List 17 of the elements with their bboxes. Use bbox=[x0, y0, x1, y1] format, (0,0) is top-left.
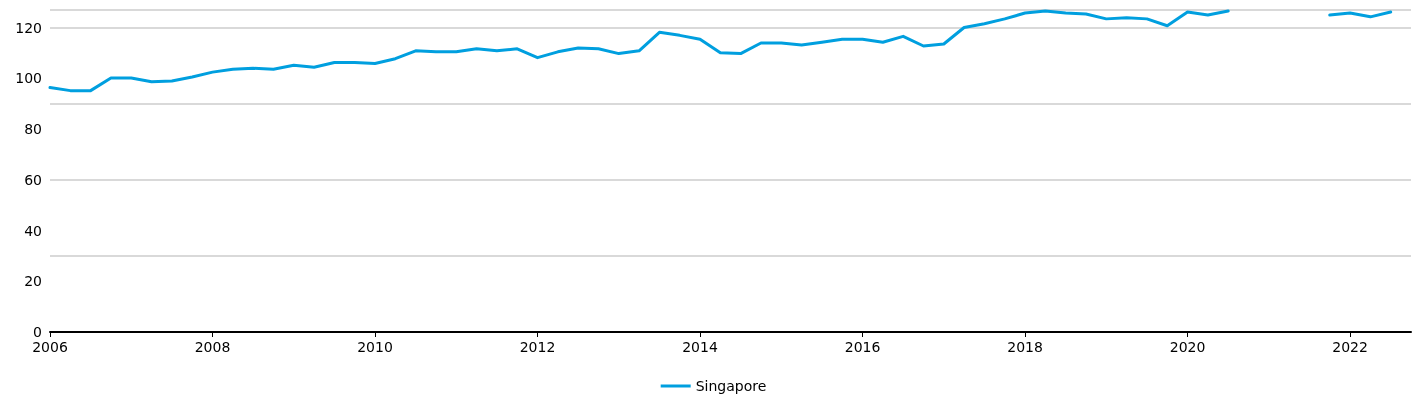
y-tick-label: 60 bbox=[24, 171, 42, 188]
x-tick-label: 2010 bbox=[357, 339, 393, 355]
y-tick-label: 100 bbox=[15, 70, 42, 87]
x-tick-label: 2020 bbox=[1169, 339, 1206, 355]
y-tick-label: 80 bbox=[24, 121, 42, 138]
x-tick-label: 2012 bbox=[519, 339, 556, 355]
x-tick-label: 2016 bbox=[844, 339, 881, 355]
x-tick-label: 2008 bbox=[194, 339, 231, 355]
x-tick-label: 2006 bbox=[32, 339, 68, 355]
x-tick-label: 2018 bbox=[1007, 339, 1043, 355]
y-tick-label: 40 bbox=[24, 222, 42, 239]
x-tick-label: 2022 bbox=[1332, 339, 1368, 355]
x-tick-label: 2014 bbox=[682, 339, 718, 355]
y-tick-label: 20 bbox=[24, 273, 42, 290]
legend-label: Singapore bbox=[695, 378, 767, 394]
y-tick-label: 0 bbox=[33, 324, 42, 340]
y-tick-label: 120 bbox=[15, 19, 42, 36]
